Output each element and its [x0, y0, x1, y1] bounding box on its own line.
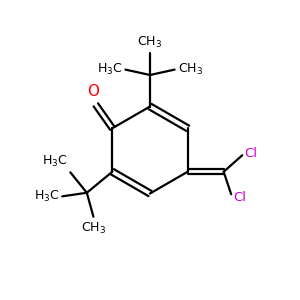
Text: Cl: Cl	[245, 147, 258, 160]
Text: H$_3$C: H$_3$C	[97, 61, 122, 76]
Text: CH$_3$: CH$_3$	[81, 221, 106, 236]
Text: H$_3$C: H$_3$C	[34, 189, 59, 204]
Text: Cl: Cl	[234, 191, 247, 204]
Text: CH$_3$: CH$_3$	[178, 61, 203, 76]
Text: H$_3$C: H$_3$C	[42, 154, 68, 169]
Text: O: O	[87, 85, 99, 100]
Text: CH$_3$: CH$_3$	[137, 35, 163, 50]
